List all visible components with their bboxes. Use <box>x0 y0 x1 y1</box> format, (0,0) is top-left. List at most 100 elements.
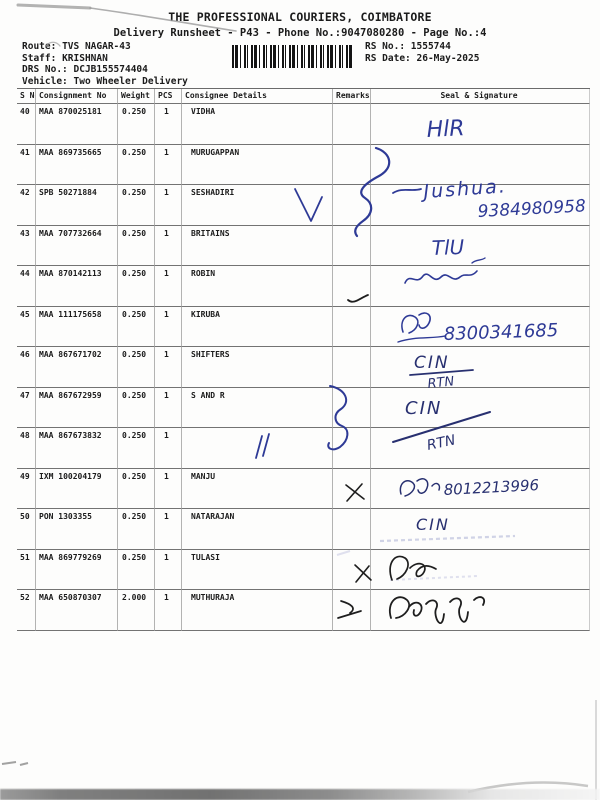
cell-weight: 2.000 <box>118 590 155 631</box>
cell-seal-signature <box>371 428 590 469</box>
table-body: 40 MAA 870025181 0.250 1 VIDHA 41 MAA 86… <box>17 104 590 631</box>
cell-consignee: VIDHA <box>182 104 333 145</box>
col-consignment: Consignment No <box>36 89 118 104</box>
table-row: 48 MAA 867673832 0.250 1 <box>17 428 590 469</box>
cell-remarks <box>333 590 371 631</box>
cell-consignee: MUTHURAJA <box>182 590 333 631</box>
table-row: 50 PON 1303355 0.250 1 NATARAJAN <box>17 509 590 550</box>
cell-consignment: MAA 870142113 <box>36 266 118 307</box>
cell-sno: 48 <box>17 428 36 469</box>
cell-consignee: MURUGAPPAN <box>182 144 333 185</box>
col-seal-signature: Seal & Signature <box>371 89 590 104</box>
cell-seal-signature <box>371 185 590 226</box>
cell-consignee: S AND R <box>182 387 333 428</box>
runsheet-subtitle: Delivery Runsheet - P43 - Phone No.:9047… <box>113 27 487 39</box>
table-row: 41 MAA 869735665 0.250 1 MURUGAPPAN <box>17 144 590 185</box>
cell-remarks <box>333 185 371 226</box>
company-title: THE PROFESSIONAL COURIERS, COIMBATORE <box>168 10 432 24</box>
cell-remarks <box>333 347 371 388</box>
cell-consignment: MAA 867672959 <box>36 387 118 428</box>
table-row: 45 MAA 111175658 0.250 1 KIRUBA <box>17 306 590 347</box>
cell-pcs: 1 <box>155 590 182 631</box>
cell-pcs: 1 <box>155 428 182 469</box>
cell-weight: 0.250 <box>118 225 155 266</box>
cell-sno: 51 <box>17 549 36 590</box>
table-row: 46 MAA 867671702 0.250 1 SHIFTERS <box>17 347 590 388</box>
cell-pcs: 1 <box>155 266 182 307</box>
table-header-row: S No Consignment No Weight PCS Consignee… <box>17 88 590 104</box>
cell-consignment: IXM 100204179 <box>36 468 118 509</box>
cell-sno: 50 <box>17 509 36 550</box>
table-row: 40 MAA 870025181 0.250 1 VIDHA <box>17 104 590 145</box>
rs-date-line: RS Date: 26-May-2025 <box>365 53 480 64</box>
table-row: 52 MAA 650870307 2.000 1 MUTHURAJA <box>17 590 590 631</box>
cell-remarks <box>333 144 371 185</box>
cell-seal-signature <box>371 306 590 347</box>
cell-seal-signature <box>371 347 590 388</box>
col-remarks: Remarks <box>333 89 371 104</box>
col-pcs: PCS <box>155 89 182 104</box>
barcode <box>232 45 353 68</box>
cell-sno: 46 <box>17 347 36 388</box>
table-row: 47 MAA 867672959 0.250 1 S AND R <box>17 387 590 428</box>
cell-remarks <box>333 549 371 590</box>
cell-pcs: 1 <box>155 468 182 509</box>
vehicle-line: Vehicle: Two Wheeler Delivery <box>22 75 188 87</box>
cell-consignee: NATARAJAN <box>182 509 333 550</box>
cell-pcs: 1 <box>155 104 182 145</box>
cell-sno: 45 <box>17 306 36 347</box>
cell-remarks <box>333 387 371 428</box>
col-consignee: Consignee Details <box>182 89 333 104</box>
cell-weight: 0.250 <box>118 104 155 145</box>
cell-sno: 44 <box>17 266 36 307</box>
cell-consignment: MAA 867671702 <box>36 347 118 388</box>
table-row: 51 MAA 869779269 0.250 1 TULASI <box>17 549 590 590</box>
cell-pcs: 1 <box>155 347 182 388</box>
cell-consignment: MAA 650870307 <box>36 590 118 631</box>
scanner-shadow-band <box>0 789 600 800</box>
rs-no-line: RS No.: 1555744 <box>365 41 451 52</box>
cell-sno: 52 <box>17 590 36 631</box>
cell-weight: 0.250 <box>118 347 155 388</box>
table-row: 43 MAA 707732664 0.250 1 BRITAINS <box>17 225 590 266</box>
cell-remarks <box>333 104 371 145</box>
cell-pcs: 1 <box>155 549 182 590</box>
cell-seal-signature <box>371 144 590 185</box>
cell-consignee: TULASI <box>182 549 333 590</box>
cell-pcs: 1 <box>155 509 182 550</box>
cell-remarks <box>333 266 371 307</box>
cell-consignment: MAA 869779269 <box>36 549 118 590</box>
cell-sno: 42 <box>17 185 36 226</box>
cell-seal-signature <box>371 225 590 266</box>
cell-weight: 0.250 <box>118 509 155 550</box>
col-weight: Weight <box>118 89 155 104</box>
cell-consignee: ROBIN <box>182 266 333 307</box>
cell-sno: 41 <box>17 144 36 185</box>
cell-seal-signature <box>371 590 590 631</box>
cell-consignee: SHIFTERS <box>182 347 333 388</box>
cell-pcs: 1 <box>155 144 182 185</box>
cell-weight: 0.250 <box>118 468 155 509</box>
col-sno: S No <box>17 89 36 104</box>
cell-consignment: MAA 111175658 <box>36 306 118 347</box>
cell-pcs: 1 <box>155 185 182 226</box>
cell-consignment: PON 1303355 <box>36 509 118 550</box>
cell-weight: 0.250 <box>118 428 155 469</box>
cell-weight: 0.250 <box>118 549 155 590</box>
delivery-table: S No Consignment No Weight PCS Consignee… <box>17 88 590 631</box>
cell-pcs: 1 <box>155 225 182 266</box>
cell-seal-signature <box>371 549 590 590</box>
cell-consignment: SPB 50271884 <box>36 185 118 226</box>
cell-sno: 49 <box>17 468 36 509</box>
cell-pcs: 1 <box>155 306 182 347</box>
cell-seal-signature <box>371 104 590 145</box>
scan-edge-artifacts <box>1 700 597 800</box>
cell-seal-signature <box>371 387 590 428</box>
rs-info-block: RS No.: 1555744 RS Date: 26-May-2025 <box>365 41 479 65</box>
cell-weight: 0.250 <box>118 306 155 347</box>
cell-consignee: SESHADIRI <box>182 185 333 226</box>
cell-consignee: BRITAINS <box>182 225 333 266</box>
cell-pcs: 1 <box>155 387 182 428</box>
cell-weight: 0.250 <box>118 144 155 185</box>
cell-sno: 43 <box>17 225 36 266</box>
